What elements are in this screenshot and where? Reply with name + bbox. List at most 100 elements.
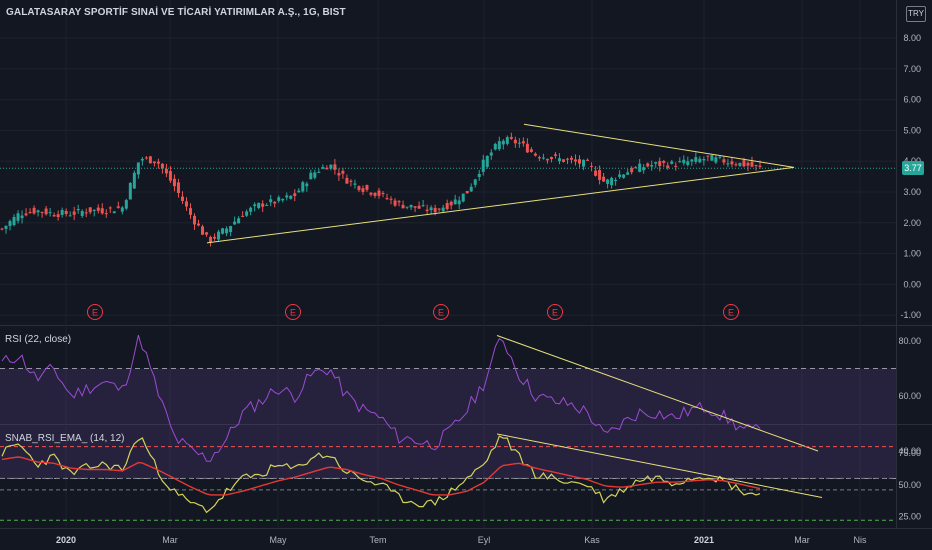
candle-body: [333, 164, 337, 170]
candle-body: [289, 195, 293, 199]
candle-body: [188, 208, 192, 215]
candle-body: [180, 196, 184, 201]
candle-body: [52, 215, 56, 217]
candle-body: [537, 157, 541, 159]
candle-body: [301, 182, 305, 192]
candle-body: [409, 204, 413, 208]
candle-body: [417, 205, 421, 209]
candle-body: [261, 203, 265, 207]
trendline-upper: [523, 123, 795, 168]
candle-body: [281, 198, 285, 201]
snab-rsi-line: [1, 435, 761, 514]
candle-body: [164, 168, 168, 174]
candle-body: [357, 186, 361, 191]
candle-body: [132, 172, 136, 189]
candle-body: [237, 218, 241, 224]
candle-body: [257, 202, 261, 209]
candle-body: [389, 198, 393, 200]
snab-tick-label: 50.00: [898, 480, 921, 490]
price-tick-label: 8.00: [903, 33, 921, 43]
candle-body: [345, 177, 349, 184]
candle-body: [4, 225, 8, 229]
candle-body: [20, 215, 24, 219]
price-tick-label: 2.00: [903, 218, 921, 228]
candle-body: [305, 183, 309, 187]
snab-trendline: [496, 433, 823, 498]
candle-body: [734, 164, 738, 166]
candle-body: [269, 199, 273, 203]
rsi-tick-label: 80.00: [898, 336, 921, 346]
candle-body: [642, 167, 646, 171]
candle-body: [209, 236, 213, 243]
candle-body: [197, 223, 201, 226]
candle-body: [746, 162, 750, 166]
candle-body: [461, 193, 465, 202]
candle-body: [533, 153, 537, 156]
candle-body: [48, 212, 52, 214]
candle-body: [674, 165, 678, 167]
currency-button[interactable]: TRY: [906, 6, 926, 22]
candle-body: [465, 190, 469, 194]
earnings-marker: [285, 304, 301, 320]
x-tick-label: Eyl: [478, 535, 491, 545]
candle-body: [353, 183, 357, 185]
candle-body: [481, 159, 485, 172]
candle-body: [72, 211, 76, 215]
candle-body: [602, 176, 606, 182]
candle-body: [96, 207, 100, 211]
price-tick-label: -1.00: [900, 310, 921, 320]
candle-body: [172, 178, 176, 187]
candle-body: [678, 161, 682, 163]
candle-body: [201, 226, 205, 235]
candle-body: [92, 209, 96, 211]
candle-body: [245, 211, 249, 216]
chart-title: GALATASARAY SPORTİF SINAİ VE TİCARİ YATI…: [6, 7, 346, 18]
candle-body: [477, 173, 481, 178]
candle-body: [341, 170, 345, 174]
candle-body: [64, 210, 68, 215]
candle-body: [610, 177, 614, 186]
candle-body: [726, 163, 730, 165]
candle-body: [0, 228, 4, 230]
candle-body: [614, 179, 618, 181]
candle-body: [317, 171, 321, 173]
candle-body: [365, 185, 369, 190]
rsi-tick-label: 60.00: [898, 391, 921, 401]
price-tick-label: 4.00: [903, 156, 921, 166]
price-tick-label: 0.00: [903, 279, 921, 289]
earnings-marker: [547, 304, 563, 320]
rsi-tick-label: 40.00: [898, 446, 921, 456]
candle-body: [313, 172, 317, 178]
candle-body: [497, 141, 501, 150]
candle-body: [297, 190, 301, 193]
candle-body: [501, 140, 505, 145]
candle-body: [160, 163, 164, 169]
candle-body: [686, 161, 690, 165]
earnings-marker-label: E: [92, 308, 98, 318]
candle-body: [152, 161, 156, 164]
candle-body: [221, 228, 225, 234]
candle-body: [217, 231, 221, 240]
candle-body: [722, 159, 726, 163]
candle-body: [702, 159, 706, 161]
candle-body: [754, 165, 758, 167]
candle-body: [76, 208, 80, 211]
candle-body: [445, 203, 449, 210]
x-tick-label: Mar: [162, 535, 178, 545]
earnings-marker: [433, 304, 449, 320]
candle-body: [104, 213, 108, 215]
candle-body: [718, 156, 722, 158]
rsi-trendline: [496, 335, 819, 452]
candle-body: [393, 200, 397, 206]
snab-tick-label: 75.00: [898, 448, 921, 458]
candle-body: [249, 207, 253, 212]
snab-label: SNAB_RSI_EMA_ (14, 12): [5, 433, 125, 444]
candle-body: [84, 212, 88, 214]
candle-body: [469, 186, 473, 192]
candle-body: [561, 159, 565, 162]
candle-body: [517, 142, 521, 144]
candle-body: [662, 160, 666, 163]
snab-tick-label: 25.00: [898, 512, 921, 522]
x-tick-label: Mar: [794, 535, 810, 545]
